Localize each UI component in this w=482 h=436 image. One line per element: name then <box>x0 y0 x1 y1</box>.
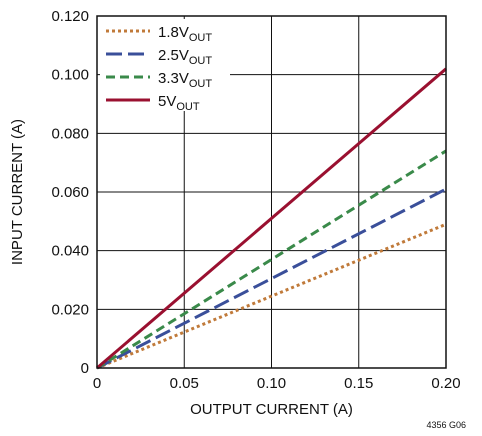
series-lines <box>96 67 447 370</box>
series-line-4 <box>96 67 447 370</box>
legend-background <box>100 19 230 111</box>
x-tick-label: 0.20 <box>431 375 460 392</box>
legend-label: 1.8VOUT <box>158 24 212 44</box>
y-tick-label: 0.120 <box>51 8 89 25</box>
x-tick-label: 0.10 <box>257 375 286 392</box>
x-tick-label: 0.05 <box>170 375 199 392</box>
legend-label: 2.5VOUT <box>158 47 212 67</box>
x-tick-label: 0.15 <box>344 375 373 392</box>
legend-label: 3.3VOUT <box>158 70 212 90</box>
tick-labels: 0 0.05 0.10 0.15 0.20 0 0.020 0.040 0.060 0.080 0.… <box>51 8 460 392</box>
x-axis-title: OUTPUT CURRENT (A) <box>190 401 353 418</box>
grid <box>97 16 446 368</box>
y-tick-label: 0.080 <box>51 125 89 142</box>
figure-id: 4356 G06 <box>426 420 466 430</box>
plot-frame <box>96 15 447 369</box>
legend: 1.8VOUT 2.5VOUT 3.3VOUT 5VOUT <box>100 19 230 113</box>
y-tick-label: 0.040 <box>51 243 89 260</box>
legend-label: 5VOUT <box>158 93 200 113</box>
y-tick-label: 0 <box>81 360 89 377</box>
x-tick-label: 0 <box>93 375 101 392</box>
series-line-1 <box>96 222 447 370</box>
y-tick-label: 0.060 <box>51 184 89 201</box>
y-tick-label: 0.100 <box>51 67 89 84</box>
y-tick-label: 0.020 <box>51 301 89 318</box>
y-axis-title: INPUT CURRENT (A) <box>9 119 26 265</box>
series-line-3 <box>96 149 447 370</box>
